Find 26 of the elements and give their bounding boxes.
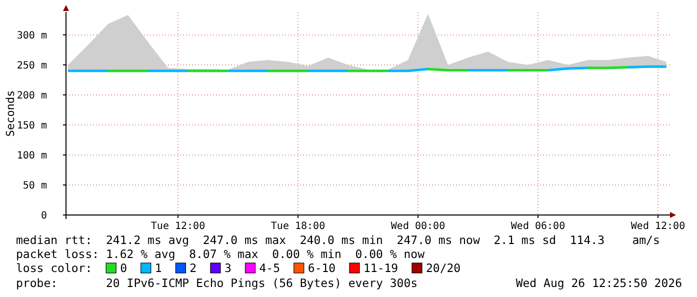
- text: Wed Aug 26 12:25:50 2026: [516, 276, 682, 290]
- y-tick-label: 100 m: [16, 150, 47, 162]
- x-tick-label: Wed 00:00: [390, 221, 446, 232]
- y-tick-label: 0: [40, 210, 47, 222]
- legend-label: 1: [154, 261, 162, 275]
- text: 3: [224, 261, 232, 275]
- legend-label: 0: [120, 261, 128, 275]
- x-tick-label: Wed 12:00: [630, 221, 686, 232]
- text: 6-10: [308, 261, 336, 275]
- y-tick-label: 150 m: [16, 120, 47, 132]
- text: probe: 20 IPv6-ICMP Echo Pings (56 Bytes) every 300s: [16, 276, 418, 290]
- y-tick-label: 50 m: [22, 180, 47, 192]
- text: 11-19: [363, 261, 398, 275]
- y-tick-label: 200 m: [16, 90, 47, 102]
- y-tick-label: 300 m: [16, 30, 47, 42]
- text: 2: [190, 261, 197, 275]
- text: packet loss: 1.62 % avg 8.07 % max 0.00 % min 0.00 % now: [16, 247, 425, 261]
- text: 4-5: [259, 261, 280, 275]
- legend-title: loss color:: [16, 261, 92, 275]
- y-axis-title: Seconds: [4, 90, 17, 137]
- text: median rtt: 241.2 ms avg 247.0 ms max 240.0 ms min 247.0 ms now 2.1 ms sd 114.3 am/s: [16, 233, 660, 247]
- x-tick-label: Tue 18:00: [270, 221, 326, 232]
- x-tick-label: Wed 06:00: [510, 221, 566, 232]
- text: 20/20: [426, 261, 461, 275]
- x-tick-label: Tue 12:00: [150, 221, 206, 232]
- y-tick-label: 250 m: [16, 60, 47, 72]
